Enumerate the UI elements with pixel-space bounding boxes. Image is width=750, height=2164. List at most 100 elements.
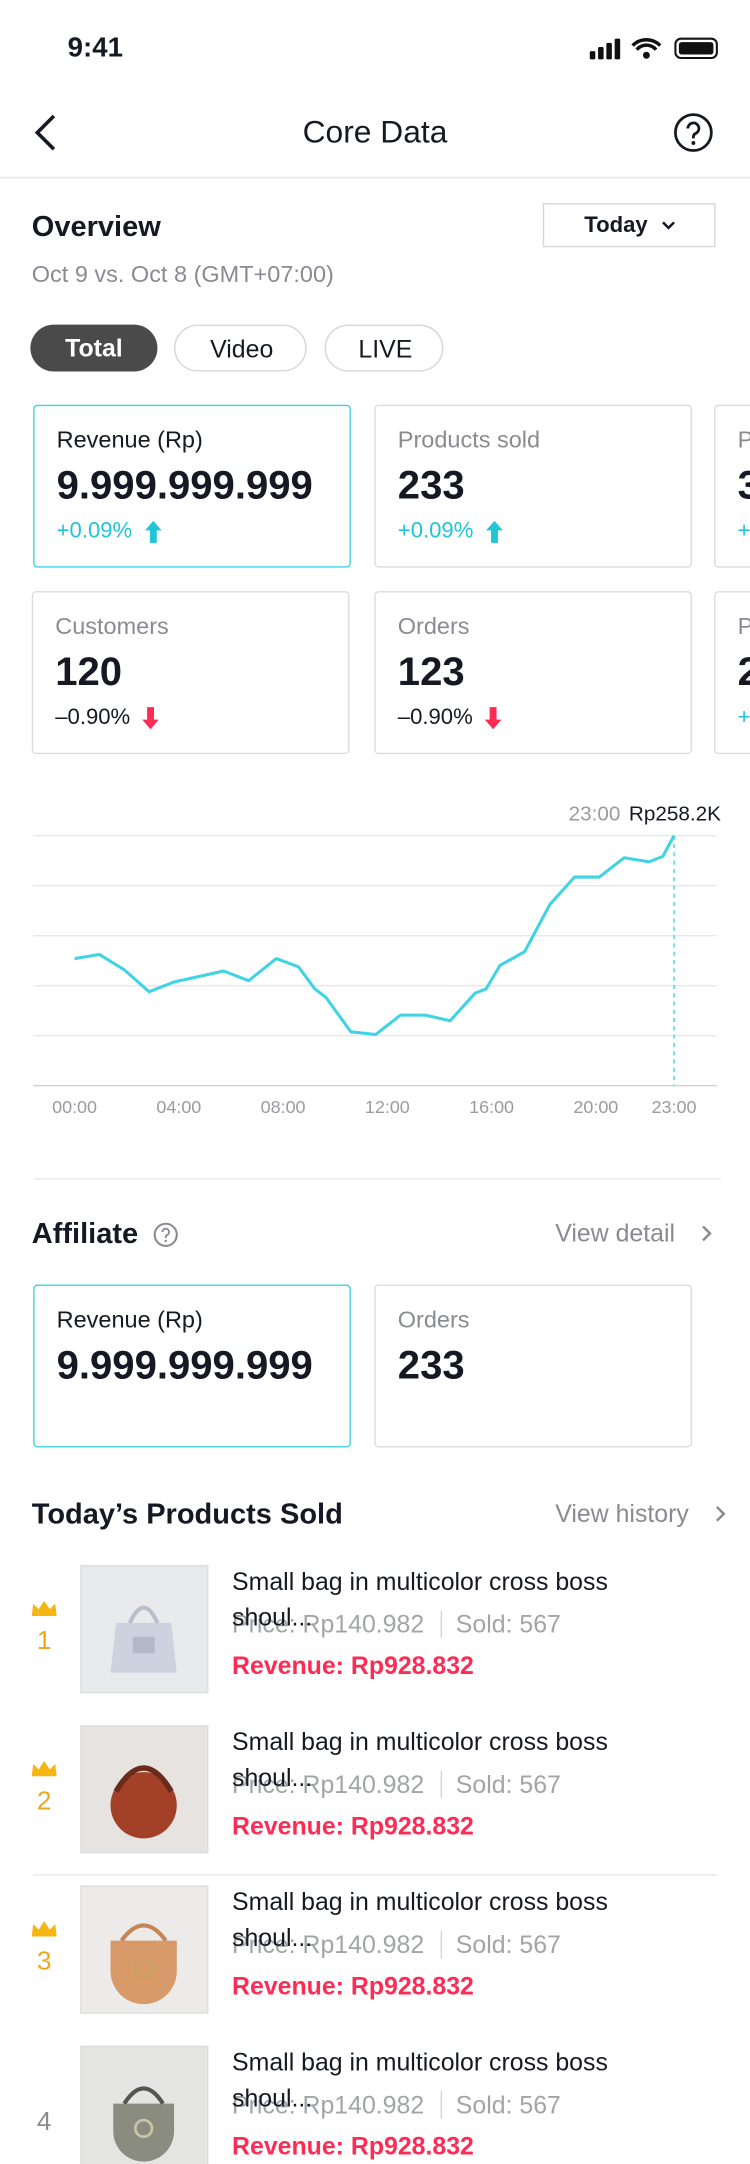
trend-arrow [141, 706, 160, 731]
metric-label: Customers [55, 613, 169, 640]
tab[interactable]: Video [174, 324, 307, 372]
product-image-part [113, 1765, 174, 1793]
product-sold: Sold: 567 [455, 1770, 561, 1799]
rank-crown-part [31, 1761, 57, 1777]
product-name-overflow: shoul... [232, 1763, 313, 1792]
metric-change: +0.09% [56, 519, 133, 543]
value-label: Rp258.2K [629, 802, 721, 825]
back-button[interactable] [30, 110, 63, 154]
product-image-part [119, 1923, 168, 1942]
x-tick-label: 20:00 [573, 1097, 618, 1117]
price-divider [440, 1770, 442, 1799]
tab-bar: Total Video LIVE [0, 324, 750, 373]
metric-card[interactable]: P 3 + [714, 404, 750, 568]
product-name: Small bag in multicolor cross boss [232, 2048, 608, 2076]
tab[interactable]: LIVE [324, 324, 444, 372]
trend-arrow-part [485, 520, 503, 543]
product-image-part [80, 1564, 209, 1694]
line-series [74, 834, 676, 1037]
metric-value: 123 [397, 653, 465, 694]
metric-value: 3 [738, 467, 750, 507]
trend-arrow-part [142, 707, 160, 730]
metric-change: –0.90% [55, 705, 131, 730]
product-sold: Sold: 567 [455, 1930, 561, 1959]
help-button[interactable] [673, 112, 714, 153]
trend-arrow-part [485, 707, 502, 730]
trend-arrow [484, 519, 503, 544]
x-tick-label: 04:00 [156, 1097, 201, 1117]
metric-card[interactable]: Products sold 233 +0.09% [374, 404, 692, 568]
trend-arrow [143, 519, 162, 544]
line-chart: 00:00 04:00 08:00 12:00 16:00 20:00 23:00 Rp258… [33, 802, 721, 1117]
period-label: Today [584, 214, 648, 238]
info-icon[interactable] [152, 1221, 180, 1249]
metric-card[interactable]: Orders 233 [374, 1284, 692, 1448]
product-price: Price: Rp140.982 [232, 2091, 425, 2119]
rank-crown-part [31, 1600, 57, 1617]
dropdown-chevron [662, 221, 675, 230]
trend-arrow-part [144, 520, 162, 543]
product-name-overflow: shoul... [232, 1924, 313, 1952]
product-name: Small bag in multicolor cross boss [232, 1567, 608, 1596]
metric-value: 9.999.999.999 [56, 1346, 313, 1387]
metric-label: Orders [397, 613, 470, 640]
metric-change: + [737, 519, 750, 543]
rank-crown-part [31, 1921, 57, 1937]
link-chevron [715, 1506, 726, 1522]
metric-cards: Revenue (Rp) 9.999.999.999 +0.09% Products … [0, 401, 750, 760]
price-divider [440, 2091, 442, 2119]
product-name-overflow: shoul... [232, 2084, 313, 2112]
rank-crown-part [31, 1761, 57, 1777]
product-image-part [80, 1725, 209, 1854]
view-history-link[interactable]: View history [555, 1500, 689, 1528]
product-image-part [133, 1958, 154, 1978]
period-dropdown[interactable]: Today [542, 203, 716, 248]
link-chevron [702, 1225, 712, 1242]
metric-label: Revenue (Rp) [56, 426, 203, 454]
trend-arrow [484, 706, 503, 731]
view-detail-link[interactable]: View detail [555, 1219, 676, 1248]
metric-label: Products sold [397, 426, 541, 454]
rank-crown [30, 1761, 58, 1778]
metric-card[interactable]: Orders 123 –0.90% [374, 591, 692, 755]
product-revenue: Revenue: Rp928.832 [232, 2132, 474, 2161]
product-price: Price: Rp140.982 [232, 1930, 425, 1959]
product-sold: Sold: 567 [455, 1610, 561, 1639]
x-tick-label: 00:00 [52, 1097, 97, 1117]
metric-card[interactable]: Revenue (Rp) 9.999.999.999 [33, 1284, 351, 1448]
price-divider [440, 1610, 442, 1639]
trend-arrow-part [485, 707, 502, 730]
tab[interactable]: Total [30, 324, 158, 372]
x-tick-label: 12:00 [365, 1097, 410, 1117]
marker-label: 23:00 [569, 802, 621, 825]
section-divider [34, 1178, 721, 1180]
product-revenue: Revenue: Rp928.832 [232, 1812, 474, 1840]
metric-value: 233 [397, 1346, 465, 1387]
rank-crown [30, 1600, 58, 1618]
product-revenue: Revenue: Rp928.832 [232, 1972, 474, 2001]
section-title: Affiliate [31, 1218, 139, 1251]
trend-arrow-part [142, 707, 160, 730]
metric-card[interactable]: Customers 120 –0.90% [31, 591, 350, 755]
product-price: Price: Rp140.982 [232, 1770, 425, 1799]
x-tick-label: 16:00 [469, 1097, 514, 1117]
header-divider [0, 176, 750, 179]
metric-card[interactable]: P 2 + [714, 591, 750, 755]
metric-value: 233 [397, 466, 465, 507]
product-sold: Sold: 567 [455, 2091, 561, 2119]
header-title: Core Data [302, 113, 448, 150]
product-image-part [133, 2118, 154, 2139]
product-image [80, 1564, 209, 1694]
metric-label: Orders [397, 1306, 470, 1333]
metric-change: –0.90% [397, 705, 473, 730]
status-time: 9:41 [67, 33, 123, 64]
metric-card[interactable]: Revenue (Rp) 9.999.999.999 +0.09% [33, 404, 351, 568]
affiliate-cards: Revenue (Rp) 9.999.999.999 Orders 233 [0, 1282, 750, 1451]
tab-label: Total [65, 334, 123, 362]
product-image-part [80, 2045, 209, 2164]
price-divider [440, 1930, 442, 1959]
metric-label: Revenue (Rp) [56, 1306, 203, 1333]
metric-change: + [737, 705, 750, 730]
